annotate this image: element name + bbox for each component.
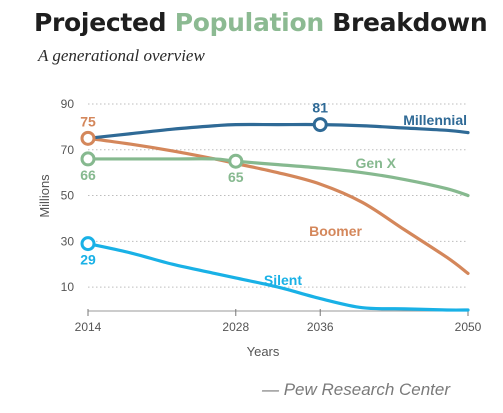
y-tick-label: 10 [61,280,75,294]
title-part-3: Breakdown [323,8,488,37]
data-label: 66 [80,167,96,183]
series-line-silent [86,242,470,312]
title-part-2: Population [174,8,324,37]
data-point-marker [80,130,96,146]
data-point-marker [80,151,96,167]
series-label-millennial: Millennial [403,112,467,128]
title-part-1: Projected [34,8,175,37]
series-line-millennial [86,122,470,140]
x-tick-label: 2014 [75,320,102,334]
data-label: 29 [80,252,96,268]
data-label: 81 [312,100,328,116]
y-tick-label: 30 [61,234,75,248]
chart-subtitle: A generational overview [38,46,205,65]
chart-title: Projected Population Breakdown [34,8,488,37]
data-point-marker [228,153,244,169]
series-line-gen-x [86,157,470,198]
y-axis-title: Millions [37,174,52,218]
series-label-boomer: Boomer [309,223,362,239]
x-axis-title: Years [247,344,280,359]
data-label: 75 [80,113,96,129]
series-label-silent: Silent [264,272,302,288]
data-point-marker [80,236,96,252]
source-credit: — Pew Research Center [262,380,451,399]
y-tick-label: 90 [61,97,75,111]
data-label: 65 [228,169,244,185]
series-label-gen-x: Gen X [356,155,397,171]
y-tick-label: 70 [61,143,75,157]
data-point-marker [312,117,328,133]
x-tick-label: 2028 [222,320,249,334]
x-tick-label: 2050 [455,320,482,334]
x-tick-label: 2036 [307,320,334,334]
y-tick-label: 50 [61,189,75,203]
series-line-boomer [86,136,470,275]
